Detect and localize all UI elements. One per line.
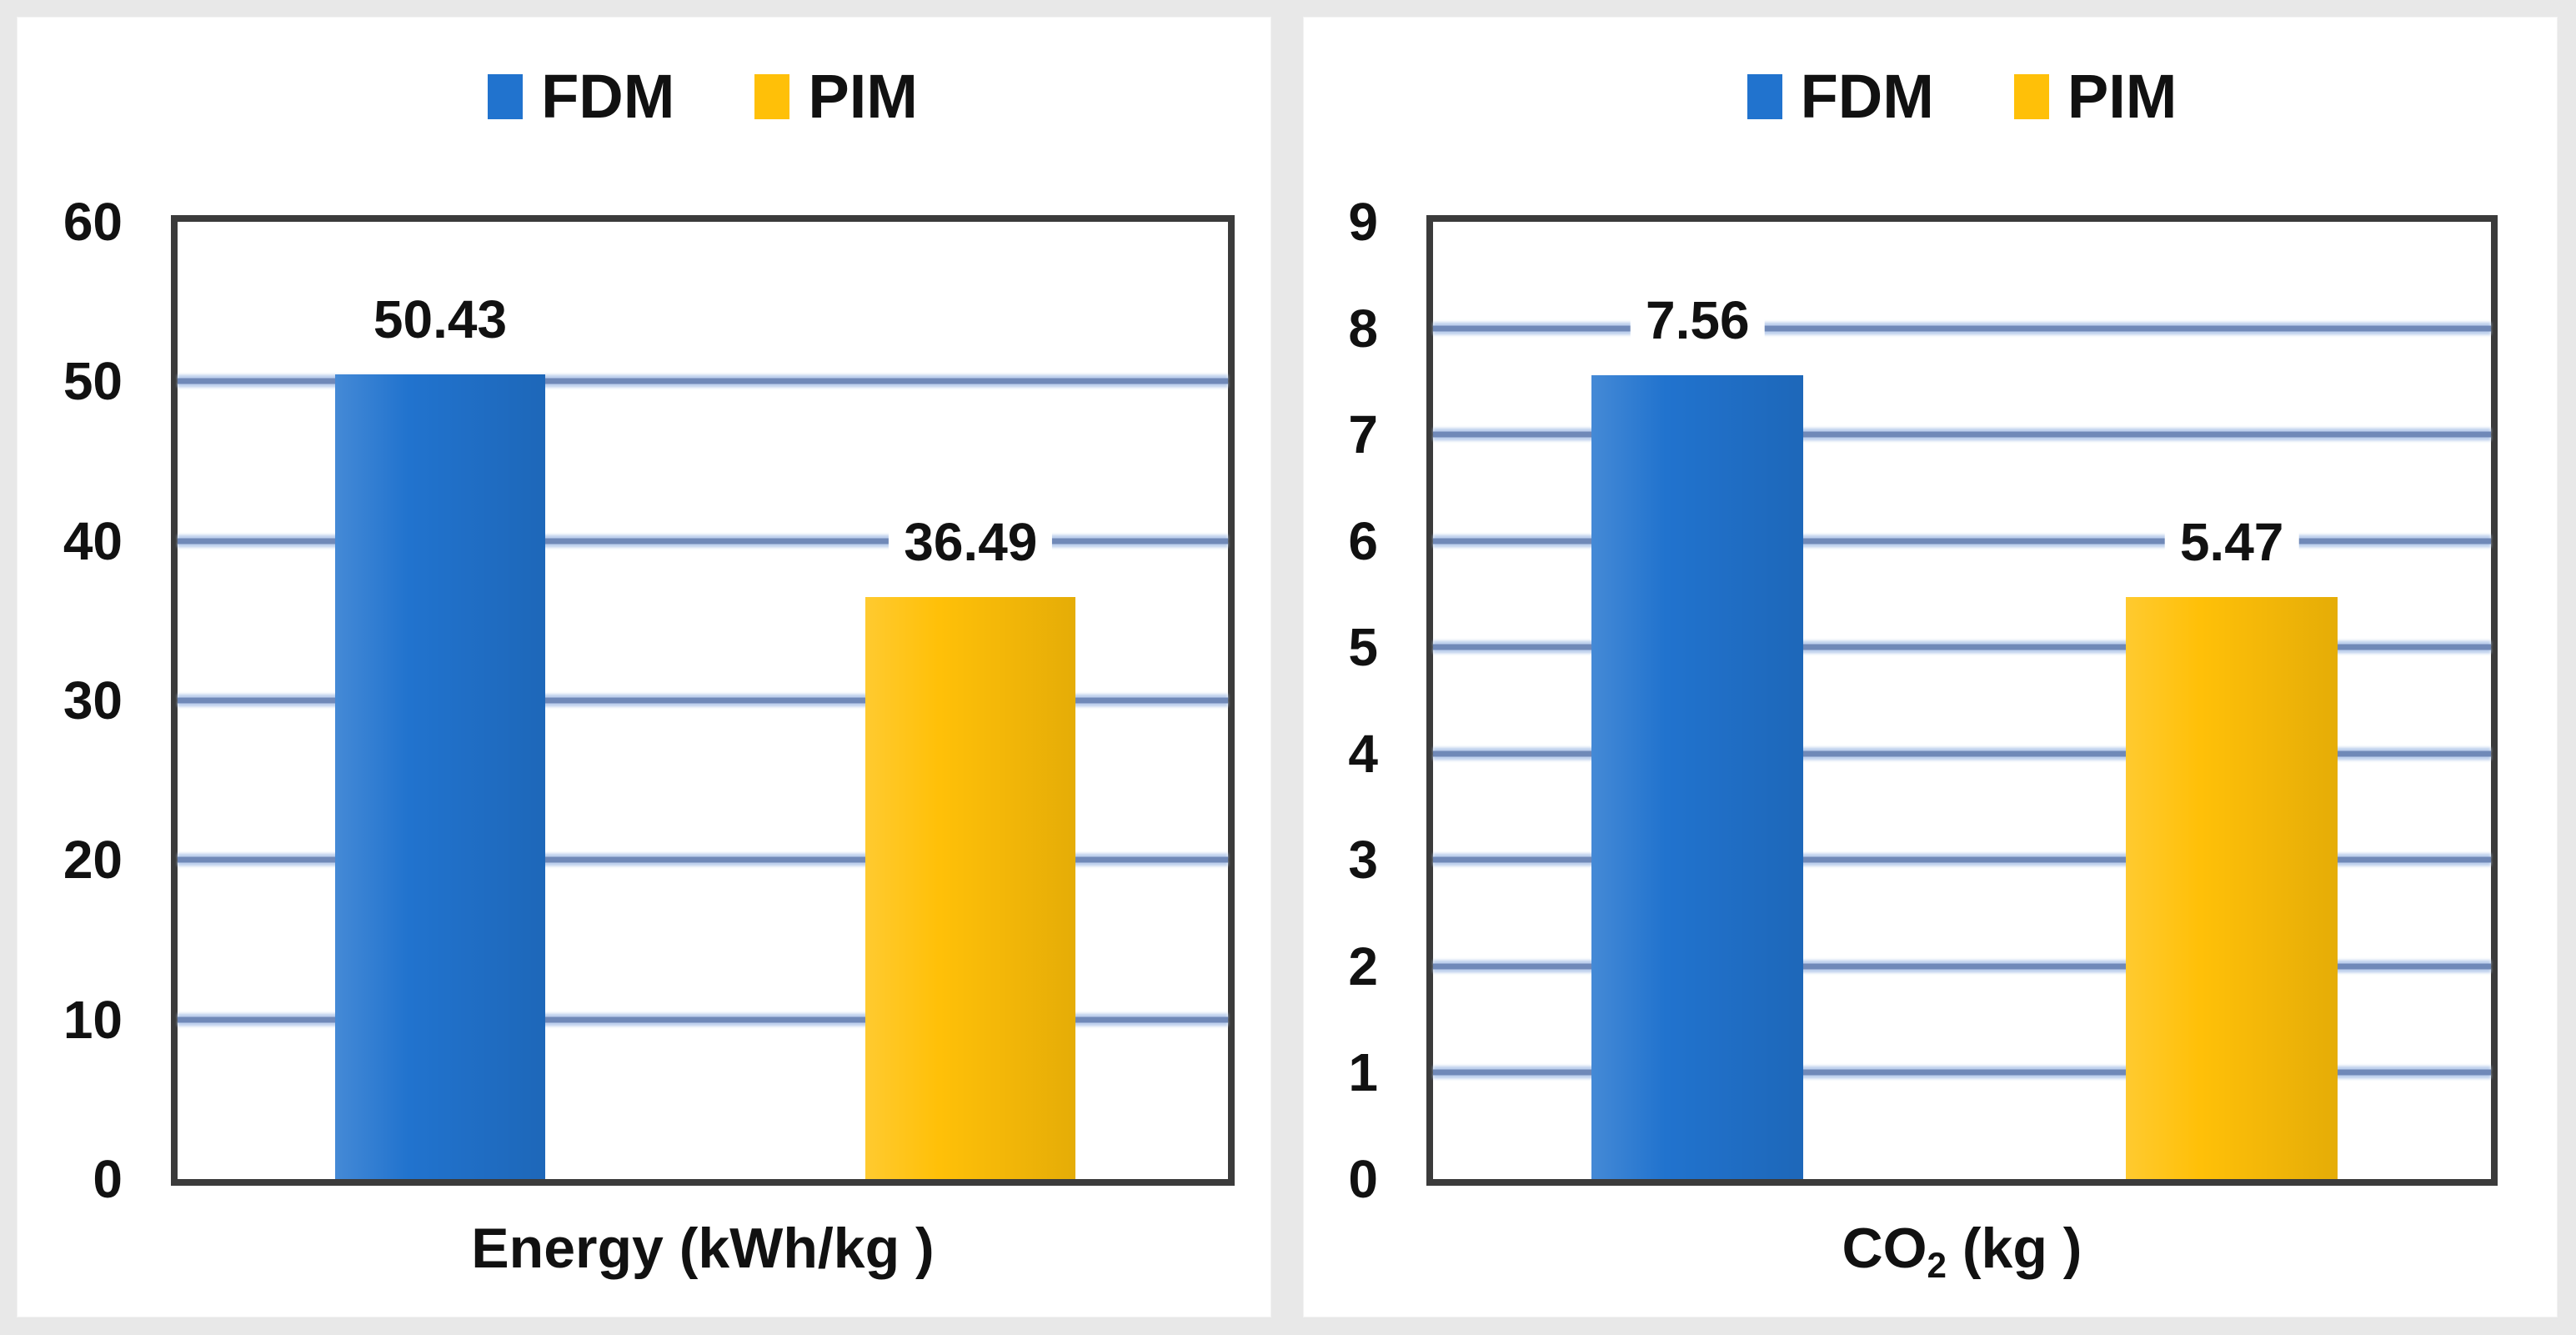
bar-pim xyxy=(865,596,1076,1180)
gridline xyxy=(178,378,1228,384)
y-axis-tick-layer: 0 1 2 3 4 5 6 7 8 9 xyxy=(1303,195,1378,1206)
legend-label-fdm: FDM xyxy=(1800,62,1934,131)
legend-item-fdm: FDM xyxy=(488,66,674,128)
legend-item-pim: PIM xyxy=(2013,62,2178,131)
x-axis-title-main: Energy (kWh/kg ) xyxy=(471,1217,935,1281)
y-axis-tick-label: 30 xyxy=(63,670,123,730)
gridline xyxy=(1433,963,2491,970)
y-axis-tick-label: 8 xyxy=(1348,298,1378,359)
gridline xyxy=(1433,431,2491,438)
y-axis-tick-label: 1 xyxy=(1348,1042,1378,1103)
y-axis-tick-label: 0 xyxy=(1348,1149,1378,1209)
legend-item-fdm: FDM xyxy=(1747,66,1934,128)
gridline xyxy=(1433,1069,2491,1076)
gridline xyxy=(1433,750,2491,757)
chart-area: 0 10 20 30 40 50 60 50.43 36.49 xyxy=(17,195,1235,1206)
fdm-color-swatch xyxy=(488,74,524,119)
gridline xyxy=(178,856,1228,863)
gridline xyxy=(1433,325,2491,332)
chart-area: 0 1 2 3 4 5 6 7 8 9 7.56 5.47 xyxy=(1303,195,2498,1206)
x-axis-title-row: Energy (kWh/kg ) xyxy=(171,1186,1235,1317)
energy-chart-panel: FDM PIM 0 10 20 30 40 50 60 50.43 36.49 Energy … xyxy=(17,17,1271,1317)
y-axis-tick-label: 40 xyxy=(63,510,123,571)
x-axis-title-rest: (kg ) xyxy=(1947,1217,2082,1281)
legend: FDM PIM xyxy=(171,58,1235,135)
gridline xyxy=(1433,538,2491,545)
plot-area: 50.43 36.49 xyxy=(171,215,1235,1186)
gridline xyxy=(1433,644,2491,650)
bar-fdm xyxy=(335,374,545,1179)
pim-color-swatch xyxy=(754,74,790,119)
legend-label-pim: PIM xyxy=(808,62,918,131)
x-axis-title: Energy (kWh/kg ) xyxy=(471,1220,934,1283)
bar-value-label-pim: 5.47 xyxy=(2164,511,2299,575)
y-axis-tick-label: 7 xyxy=(1348,404,1378,465)
x-axis-title: CO2 (kg ) xyxy=(1842,1220,2082,1283)
y-axis-tick-label: 60 xyxy=(63,192,123,252)
x-axis-title-row: CO2 (kg ) xyxy=(1426,1186,2498,1317)
legend-label-fdm: FDM xyxy=(541,62,675,131)
y-axis-tick-label: 20 xyxy=(63,830,123,891)
gridline xyxy=(1433,856,2491,863)
y-axis-tick-label: 9 xyxy=(1348,192,1378,252)
gridline xyxy=(178,697,1228,704)
y-axis-tick-label: 3 xyxy=(1348,830,1378,891)
y-axis-tick-label: 6 xyxy=(1348,510,1378,571)
plot-area: 7.56 5.47 xyxy=(1426,215,2498,1186)
pim-color-swatch xyxy=(2013,74,2049,119)
bar-pim xyxy=(2126,597,2338,1179)
y-axis: 0 10 20 30 40 50 60 xyxy=(17,195,171,1206)
y-axis-tick-label: 4 xyxy=(1348,723,1378,784)
bar-value-label-pim: 36.49 xyxy=(889,510,1053,574)
legend-label-pim: PIM xyxy=(2067,62,2178,131)
gridline xyxy=(178,1016,1228,1023)
x-axis-title-main: CO xyxy=(1842,1217,1927,1281)
y-axis-tick-label: 2 xyxy=(1348,936,1378,996)
gridline xyxy=(178,538,1228,545)
x-axis-title-subscript: 2 xyxy=(1927,1245,1947,1285)
legend: FDM PIM xyxy=(1426,58,2498,135)
fdm-color-swatch xyxy=(1747,74,1782,119)
bar-fdm xyxy=(1591,374,1804,1180)
y-axis-tick-label: 5 xyxy=(1348,617,1378,678)
y-axis-tick-label: 0 xyxy=(93,1149,123,1209)
bar-value-label-fdm: 7.56 xyxy=(1630,289,1765,352)
y-axis-tick-layer: 0 10 20 30 40 50 60 xyxy=(17,195,123,1206)
y-axis: 0 1 2 3 4 5 6 7 8 9 xyxy=(1303,195,1426,1206)
legend-item-pim: PIM xyxy=(754,66,918,128)
bar-value-label-fdm: 50.43 xyxy=(358,288,523,352)
y-axis-tick-label: 50 xyxy=(63,351,123,412)
y-axis-tick-label: 10 xyxy=(63,989,123,1050)
